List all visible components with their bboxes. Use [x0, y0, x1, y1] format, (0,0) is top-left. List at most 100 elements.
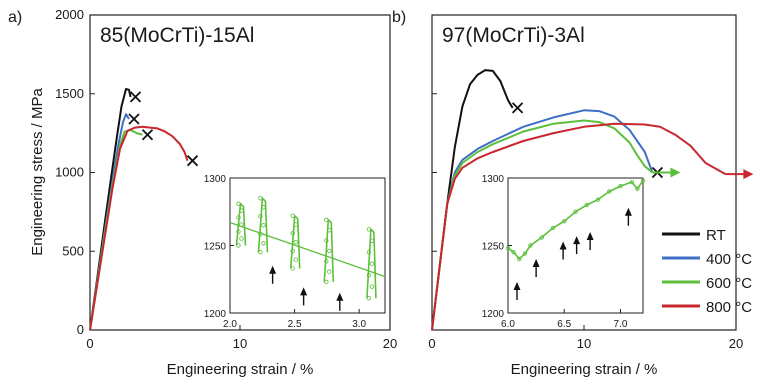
- panel-a-y-tick-label: 500: [62, 243, 84, 258]
- panel-a-inset-serration: [235, 201, 247, 248]
- panel-a-inset-data-point: [290, 248, 295, 254]
- panel-b-inset-data-point: [595, 197, 601, 202]
- panel-a-x-axis-label: Engineering strain / %: [167, 361, 314, 378]
- panel-a-inset-serration: [366, 227, 377, 301]
- panel-a-series-800-c: [89, 125, 189, 331]
- panel-b-inset-data-point: [528, 243, 533, 248]
- panel-b-inset-y-tick-label: 1300: [482, 174, 505, 185]
- panel-b-inset-data-point: [522, 251, 528, 256]
- panel-b-inset-curve: [507, 180, 644, 261]
- panel-b-inset-y-tick-label: 1250: [482, 242, 505, 253]
- panel-b-x-tick-label: 20: [729, 336, 743, 351]
- panel-a-inset-data-point: [366, 250, 372, 255]
- panel-a-inset-data-point: [324, 217, 329, 223]
- panel-a-series: [89, 88, 199, 331]
- panel-a-inset-data-point: [293, 222, 298, 227]
- panel-a-inset-data-point: [236, 243, 241, 248]
- panel-a-y-tick-label: 0: [77, 322, 84, 337]
- panel-a-fracture-marker-400-c: [128, 113, 140, 125]
- panel-b-inset-data-point: [607, 189, 612, 194]
- panel-a-fracture-marker-rt: [129, 91, 142, 103]
- panel-a-inset-data-point: [290, 231, 295, 236]
- panel-a-inset-data-point: [327, 227, 332, 233]
- legend-label-400: 400 °C: [706, 251, 752, 268]
- panel-a-fracture-marker-600-c: [141, 129, 154, 141]
- panel-a-inset-data-point: [324, 238, 329, 243]
- panel-a-inset-frame: [229, 177, 386, 314]
- panel-b-inset-data-point: [517, 256, 522, 262]
- panel-a-inset-y-tick-label: 1250: [204, 242, 227, 253]
- panel-b-inset-arrow: [573, 236, 581, 255]
- panel-a-inset-data-point: [239, 208, 244, 213]
- panel-a-inset-y-tick-label: 1300: [204, 174, 227, 185]
- panel-b-ticks: 0 10 20: [428, 14, 743, 351]
- panel-b-inset-data-point: [550, 225, 556, 231]
- panel-a-inset-serration: [323, 217, 335, 285]
- panel-b-series-800-c: [431, 122, 726, 331]
- panel-b-series-rt: [431, 69, 514, 331]
- panel-a-x-tick-label: 0: [86, 336, 93, 351]
- panel-a-inset-data-point: [327, 269, 332, 274]
- panel-a-inset-data-point: [236, 215, 241, 220]
- panel-b-inset-arrow: [559, 241, 567, 260]
- legend-label-800: 800 °C: [706, 299, 752, 316]
- panel-b-inset-data-point: [511, 250, 516, 255]
- panel-a-fracture-marker-800-c: [186, 155, 199, 167]
- panel-a-inset-data-point: [293, 239, 298, 245]
- panel-a-y-axis-label: Engineering stress / MPa: [29, 88, 46, 256]
- panel-a-inset-data-point: [324, 279, 329, 285]
- panel-a-y-tick-label: 1000: [55, 165, 84, 180]
- panel-a-x-tick-label: 20: [383, 336, 397, 351]
- panel-a-x-tick-label: 10: [233, 336, 247, 351]
- panel-b-series: [431, 69, 754, 331]
- panel-b-inset-arrow: [586, 232, 594, 251]
- panel-b-label: b): [392, 9, 406, 26]
- panel-b-inset-data-point: [573, 209, 578, 214]
- panel-a-inset-data-point: [261, 223, 266, 228]
- panel-a-inset-data-point: [258, 196, 263, 201]
- panel-b-runout-arrow-600-c: [652, 167, 681, 178]
- panel-a-inset-y-tick-label: 1200: [204, 309, 227, 320]
- panel-a-inset-data-point: [239, 222, 244, 227]
- panel-a-inset-trend-line: [229, 221, 386, 278]
- panel-a-inset-data-point: [327, 248, 332, 254]
- legend-label-rt: RT: [706, 227, 726, 244]
- panel-b-title: 97(MoCrTi)-3Al: [442, 24, 585, 47]
- panel-b-inset-data-point: [618, 183, 623, 189]
- legend: RT 400 °C 600 °C 800 °C: [662, 227, 752, 316]
- panel-b-inset-data-point: [539, 235, 544, 240]
- panel-a-inset-serration: [257, 196, 269, 255]
- panel-a-inset-data-point: [290, 266, 295, 271]
- panel-b-inset-arrow: [532, 259, 540, 278]
- panel-a-y-tick-label: 1500: [55, 86, 84, 101]
- panel-a-inset-x-tick-label: 2.0: [223, 319, 237, 330]
- panel-a-inset-data-point: [258, 250, 263, 255]
- panel-a-inset-serration: [289, 213, 301, 271]
- panel-b-fracture-marker-rt: [511, 102, 524, 114]
- legend-label-600: 600 °C: [706, 275, 752, 292]
- panel-a-inset-data-point: [258, 232, 263, 237]
- panel-a-inset-data-point: [369, 238, 375, 243]
- panel-b-inset-x-tick-label: 6.0: [501, 319, 515, 330]
- panel-b-inset-x-tick-label: 7.0: [614, 319, 628, 330]
- panel-a-inset-x-tick-label: 3.0: [352, 319, 366, 330]
- panel-b-inset-frame: [507, 177, 644, 314]
- panel-a-label: a): [8, 9, 22, 26]
- panel-a-inset-data-point: [258, 214, 263, 219]
- panel-b-x-axis-label: Engineering strain / %: [511, 361, 658, 378]
- panel-b-x-tick-label: 0: [428, 336, 435, 351]
- panel-b-inset-data-point: [635, 186, 640, 191]
- panel-a-inset-data-point: [369, 284, 375, 289]
- panel-b-x-tick-label: 10: [577, 336, 591, 351]
- panel-b-runout-arrow-800-c: [725, 169, 754, 180]
- panel-a-inset-data-point: [236, 229, 241, 234]
- panel-b-inset-arrow: [513, 282, 521, 300]
- panel-b-inset-x-tick-label: 6.5: [557, 319, 571, 330]
- panel-b-inset-data-point: [505, 245, 511, 251]
- panel-a-inset-data-point: [366, 273, 372, 278]
- panel-a-inset-data-point: [293, 257, 298, 262]
- panel-b-inset-data-point: [629, 179, 634, 185]
- panel-a-inset-data-point: [366, 295, 372, 301]
- panel-b-inset-arrow: [624, 207, 632, 226]
